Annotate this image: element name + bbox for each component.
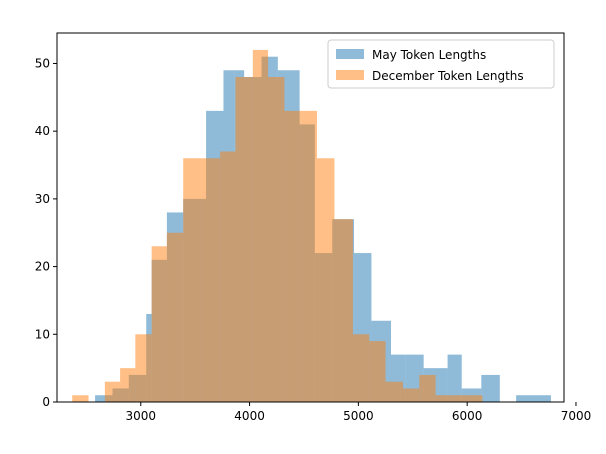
x-tick-label: 5000	[343, 409, 374, 423]
histogram-bar	[104, 381, 121, 402]
histogram-bar	[385, 381, 403, 402]
histogram-bar	[183, 158, 202, 402]
legend: May Token Lengths December Token Lengths	[327, 39, 555, 89]
x-tick-label: 7000	[561, 409, 592, 423]
histogram-bar	[435, 395, 452, 402]
legend-label: May Token Lengths	[372, 48, 486, 62]
histogram-bar	[317, 158, 335, 402]
y-tick-label: 30	[35, 192, 50, 206]
y-tick-label: 0	[42, 395, 50, 409]
histogram-bar	[352, 334, 370, 402]
y-axis: 0 10 20 30 40 50	[35, 56, 57, 409]
histogram-bar	[72, 395, 89, 402]
histogram-bar	[268, 77, 285, 403]
histogram-bar	[451, 395, 468, 402]
legend-swatch	[336, 70, 364, 80]
histogram-bar	[151, 246, 167, 402]
histogram-bar	[201, 158, 221, 402]
histogram-bar	[95, 395, 113, 402]
histogram-bar	[135, 334, 152, 402]
histogram-bar	[481, 374, 500, 402]
histogram-bar	[369, 341, 386, 402]
histogram-bar	[284, 110, 302, 402]
legend-box	[327, 39, 555, 89]
histogram-bar	[334, 219, 353, 402]
histogram-bar	[419, 374, 436, 402]
y-tick-label: 50	[35, 56, 50, 70]
y-tick-label: 20	[35, 260, 50, 274]
bars-layer	[72, 49, 551, 403]
y-tick-label: 10	[35, 327, 50, 341]
x-tick-label: 4000	[234, 409, 265, 423]
histogram-bar	[252, 49, 269, 402]
histogram-bar	[447, 354, 462, 402]
histogram-bar	[467, 395, 483, 402]
histogram-bar	[120, 368, 136, 402]
histogram-bar	[235, 77, 253, 403]
histogram-bar	[220, 151, 236, 402]
histogram-bar	[402, 388, 420, 402]
x-axis: 3000 4000 5000 6000 7000	[126, 402, 592, 423]
legend-label: December Token Lengths	[372, 69, 524, 83]
histogram-bar	[516, 395, 551, 402]
y-tick-label: 40	[35, 124, 50, 138]
histogram-bar	[166, 232, 184, 402]
plot-frame	[56, 32, 565, 403]
legend-swatch	[336, 49, 364, 59]
x-tick-label: 3000	[126, 409, 157, 423]
series-1-bars	[72, 49, 483, 403]
histogram-bar	[301, 110, 318, 402]
x-tick-label: 6000	[452, 409, 483, 423]
